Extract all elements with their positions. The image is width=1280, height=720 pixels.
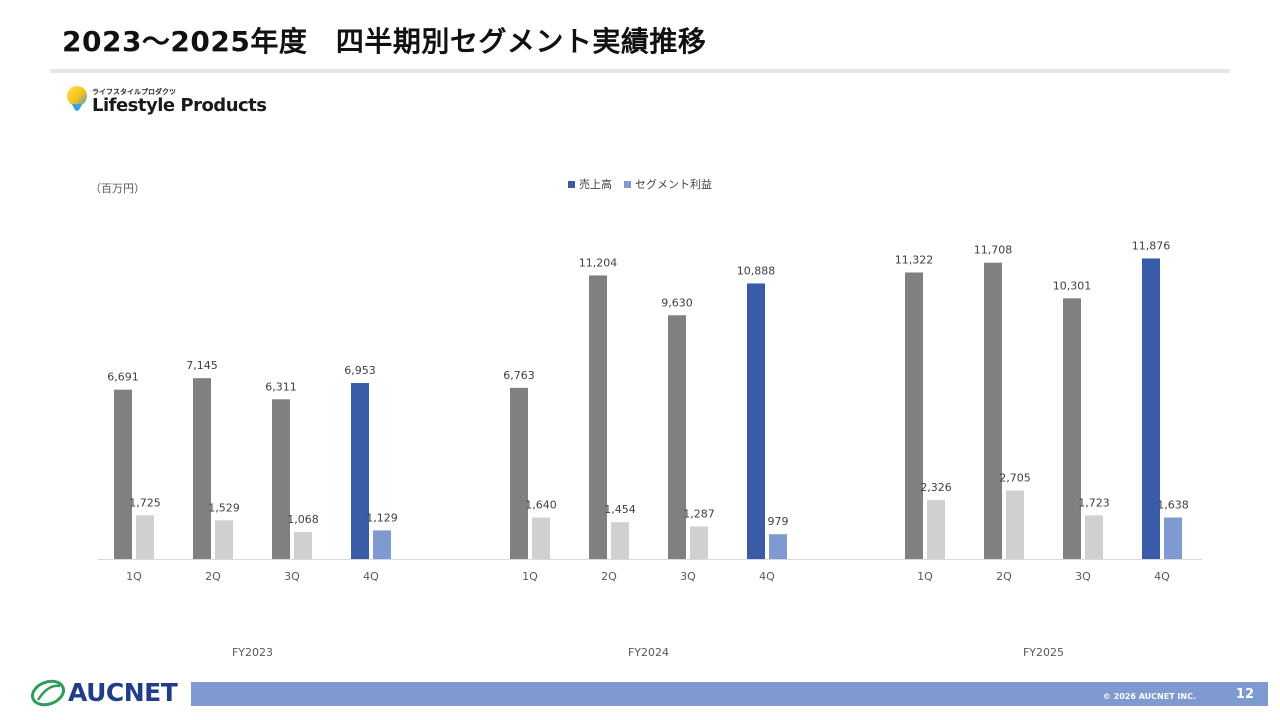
aucnet-leaf-icon [31, 679, 65, 707]
bar-profit-FY2025-4Q [1164, 517, 1182, 559]
bar-sales-FY2024-3Q [668, 315, 686, 559]
page-title: 2023〜2025年度 四半期別セグメント実績推移 [62, 25, 707, 58]
bar-profit-FY2024-1Q [532, 517, 550, 559]
tick-label-FY2025-3Q: 3Q [1075, 570, 1091, 583]
data-label-profit-FY2025-2Q: 2,705 [999, 472, 1031, 485]
bar-sales-FY2025-4Q [1142, 258, 1160, 559]
segment-logo: ライフスタイルプロダクツ Lifestyle Products [66, 84, 267, 124]
tick-label-FY2024-1Q: 1Q [522, 570, 538, 583]
unit-label: （百万円） [90, 182, 145, 195]
tick-label-FY2023-4Q: 4Q [363, 570, 379, 583]
segment-logo-name: Lifestyle Products [92, 95, 267, 116]
legend-item-sales: 売上高 [568, 176, 612, 192]
data-label-profit-FY2024-4Q: 979 [768, 515, 789, 528]
bar-profit-FY2025-2Q [1006, 490, 1024, 559]
data-label-sales-FY2025-4Q: 11,876 [1132, 239, 1171, 252]
data-label-sales-FY2024-4Q: 10,888 [737, 264, 776, 277]
bar-profit-FY2023-2Q [215, 520, 233, 559]
group-label-FY2023: FY2023 [232, 646, 273, 659]
data-label-sales-FY2023-3Q: 6,311 [265, 380, 297, 393]
tick-label-FY2023-2Q: 2Q [205, 570, 221, 583]
chart-legend: 売上高 セグメント利益 [568, 176, 724, 192]
data-label-sales-FY2024-2Q: 11,204 [579, 256, 618, 269]
bar-sales-FY2023-2Q [193, 378, 211, 559]
tick-label-FY2023-3Q: 3Q [284, 570, 300, 583]
page-number: 12 [1235, 687, 1254, 702]
data-label-profit-FY2024-1Q: 1,640 [525, 498, 557, 511]
bar-sales-FY2024-4Q [747, 283, 765, 559]
bar-profit-FY2023-4Q [373, 530, 391, 559]
bar-sales-FY2025-2Q [984, 262, 1002, 559]
data-label-profit-FY2023-1Q: 1,725 [129, 496, 161, 509]
title-divider [50, 69, 1230, 73]
bar-profit-FY2024-3Q [690, 526, 708, 559]
data-label-profit-FY2024-3Q: 1,287 [683, 507, 715, 520]
data-label-profit-FY2025-3Q: 1,723 [1078, 496, 1110, 509]
legend-label-profit: セグメント利益 [635, 178, 712, 191]
bar-profit-FY2024-2Q [611, 522, 629, 559]
bar-sales-FY2025-3Q [1063, 298, 1081, 559]
data-label-sales-FY2023-2Q: 7,145 [186, 359, 218, 372]
legend-item-profit: セグメント利益 [624, 176, 712, 192]
lightbulb-icon [67, 86, 87, 111]
tick-label-FY2024-3Q: 3Q [680, 570, 696, 583]
tick-label-FY2025-4Q: 4Q [1154, 570, 1170, 583]
aucnet-logo: AUCNET [30, 678, 180, 710]
segment-logo-kana: ライフスタイルプロダクツ [92, 88, 176, 96]
bar-profit-FY2024-4Q [769, 534, 787, 559]
data-label-profit-FY2023-2Q: 1,529 [208, 501, 240, 514]
aucnet-brand: AUCNET [68, 678, 178, 707]
bar-profit-FY2025-3Q [1085, 515, 1103, 559]
data-label-profit-FY2025-4Q: 1,638 [1157, 499, 1189, 512]
group-label-FY2024: FY2024 [628, 646, 669, 659]
data-label-profit-FY2025-1Q: 2,326 [920, 481, 952, 494]
group-label-FY2025: FY2025 [1023, 646, 1064, 659]
bar-sales-FY2023-3Q [272, 399, 290, 559]
data-label-profit-FY2023-3Q: 1,068 [287, 513, 319, 526]
tick-label-FY2024-2Q: 2Q [601, 570, 617, 583]
data-label-sales-FY2023-4Q: 6,953 [344, 364, 376, 377]
tick-label-FY2024-4Q: 4Q [759, 570, 775, 583]
bar-profit-FY2023-1Q [136, 515, 154, 559]
legend-label-sales: 売上高 [579, 178, 612, 191]
copyright: © 2026 AUCNET INC. [1102, 692, 1196, 701]
bar-sales-FY2025-1Q [905, 272, 923, 559]
legend-swatch-profit [624, 180, 631, 188]
bar-profit-FY2023-3Q [294, 531, 312, 559]
bar-sales-FY2023-1Q [114, 389, 132, 559]
tick-label-FY2023-1Q: 1Q [126, 570, 142, 583]
data-label-sales-FY2025-2Q: 11,708 [974, 244, 1013, 257]
bar-profit-FY2025-1Q [927, 500, 945, 559]
data-label-profit-FY2023-4Q: 1,129 [366, 511, 398, 524]
tick-label-FY2025-2Q: 2Q [996, 570, 1012, 583]
data-label-sales-FY2023-1Q: 6,691 [107, 371, 139, 384]
data-label-profit-FY2024-2Q: 1,454 [604, 503, 636, 516]
legend-swatch-sales [568, 180, 575, 188]
bar-sales-FY2023-4Q [351, 383, 369, 559]
data-label-sales-FY2025-1Q: 11,322 [895, 253, 934, 266]
footer-band: © 2026 AUCNET INC. 12 [191, 682, 1268, 706]
data-label-sales-FY2024-3Q: 9,630 [661, 296, 693, 309]
bar-sales-FY2024-2Q [589, 275, 607, 559]
tick-label-FY2025-1Q: 1Q [917, 570, 933, 583]
data-label-sales-FY2025-3Q: 10,301 [1053, 279, 1092, 292]
bar-sales-FY2024-1Q [510, 387, 528, 559]
data-label-sales-FY2024-1Q: 6,763 [503, 369, 535, 382]
